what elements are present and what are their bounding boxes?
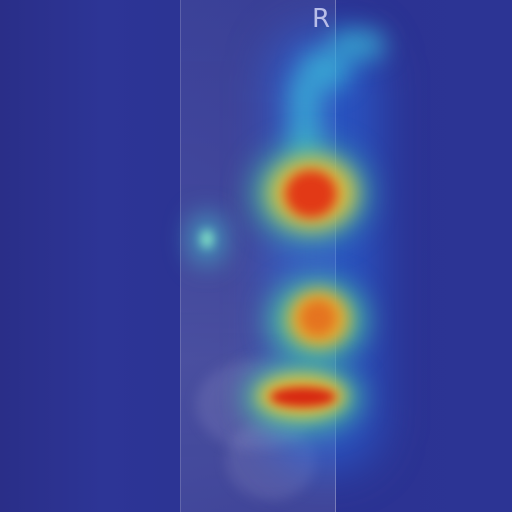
activation-region-core [300,300,336,336]
orientation-marker: R [312,4,331,34]
activation-region-core [285,170,337,218]
activation-spot-core [201,230,213,248]
activation-region-core [270,387,336,407]
